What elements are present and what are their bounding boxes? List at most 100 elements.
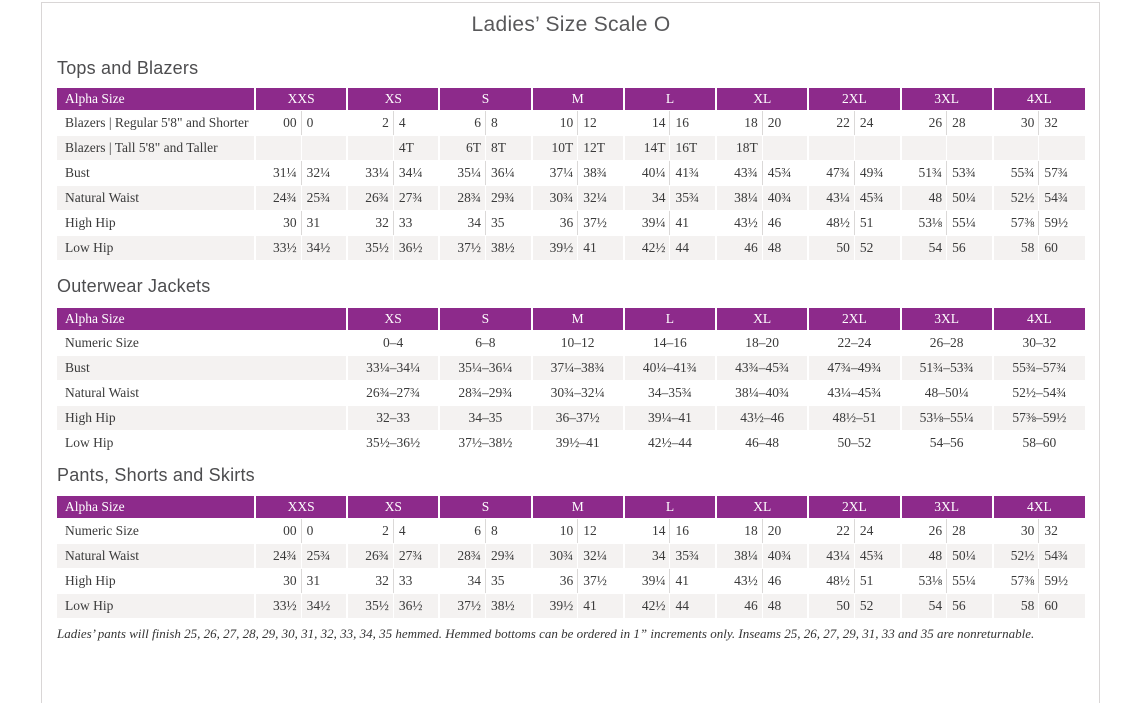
value-cell: 30¾–32¼ — [530, 380, 624, 406]
value-cell: 26 — [899, 110, 947, 136]
value-cell: 33½ — [253, 235, 302, 261]
value-cell: 35½ — [346, 593, 394, 619]
value-cell: 24 — [853, 110, 901, 136]
table-row: High Hip 30 31 32 33 34 35 36 37½ 39¼ 41 43½ 46 48½ 51… — [57, 568, 1085, 594]
row-label: High Hip — [57, 210, 255, 236]
value-cell: 37¼–38¾ — [530, 355, 624, 381]
value-cell: 46 — [715, 235, 763, 261]
value-cell: 34–35 — [438, 405, 532, 431]
row-label: Bust — [57, 355, 347, 381]
value-cell: 32 — [346, 210, 394, 236]
value-cell: 36½ — [392, 593, 440, 619]
value-cell — [300, 135, 348, 161]
value-cell: 37½–38½ — [438, 430, 532, 456]
value-cell: 55¾ — [991, 160, 1039, 186]
value-cell: 53⅛–55¼ — [899, 405, 993, 431]
value-cell: 28¾ — [438, 543, 486, 569]
value-cell: 2 — [346, 518, 394, 544]
value-cell: 34¼ — [392, 160, 440, 186]
value-cell: 48 — [761, 593, 809, 619]
size-column-header-xl: XL — [714, 308, 809, 331]
table-row: Low Hip 35½–36½ 37½–38½ 39½–41 42½–44 46–48 50… — [57, 430, 1085, 456]
value-cell: 48½ — [807, 568, 855, 594]
value-cell: 27¾ — [392, 185, 440, 211]
row-label: Natural Waist — [57, 185, 255, 211]
value-cell: 26 — [899, 518, 947, 544]
value-cell: 16T — [669, 135, 717, 161]
row-label: Natural Waist — [57, 543, 255, 569]
size-chart-document: Ladies’ Size Scale O Tops and Blazers Al… — [57, 0, 1085, 642]
value-cell: 37¼ — [530, 160, 578, 186]
tops-and-blazers-table: Alpha Size XXS XS S M L XL 2XL 3XL 4XL Blazers | R… — [57, 88, 1085, 261]
value-cell: 39¼ — [622, 568, 670, 594]
value-cell: 38½ — [485, 593, 532, 619]
value-cell: 35 — [485, 568, 532, 594]
value-cell: 50¼ — [946, 543, 993, 569]
value-cell: 26¾–27¾ — [345, 380, 440, 406]
value-cell: 39½ — [530, 235, 578, 261]
value-cell: 33¼–34¼ — [345, 355, 440, 381]
value-cell: 58–60 — [991, 430, 1085, 456]
value-cell: 33¼ — [346, 160, 394, 186]
row-label: Numeric Size — [57, 330, 347, 356]
value-cell: 52½ — [991, 543, 1039, 569]
value-cell — [807, 135, 855, 161]
value-cell: 18 — [715, 110, 763, 136]
value-cell: 41 — [669, 568, 717, 594]
value-cell: 32 — [346, 568, 394, 594]
value-cell: 47¾–49¾ — [807, 355, 901, 381]
size-column-header-l: L — [622, 496, 717, 519]
value-cell: 26¾ — [346, 185, 394, 211]
value-cell: 48 — [899, 543, 947, 569]
value-cell: 37½ — [577, 210, 624, 236]
value-cell: 39¼ — [622, 210, 670, 236]
value-cell: 52½–54¾ — [991, 380, 1085, 406]
value-cell: 39½–41 — [530, 430, 624, 456]
value-cell: 30¾ — [530, 543, 578, 569]
value-cell: 38½ — [485, 235, 532, 261]
value-cell: 38¼–40¾ — [714, 380, 809, 406]
value-cell: 40¼–41¾ — [622, 355, 716, 381]
value-cell: 14–16 — [622, 330, 716, 356]
value-cell: 55¼ — [946, 568, 993, 594]
value-cell: 10T — [530, 135, 578, 161]
value-cell: 0–4 — [345, 330, 440, 356]
value-cell: 54¾ — [1038, 543, 1085, 569]
size-column-header-l: L — [622, 88, 717, 111]
value-cell: 00 — [253, 518, 302, 544]
value-cell: 29¾ — [485, 185, 532, 211]
value-cell: 57⅜ — [991, 568, 1039, 594]
value-cell: 4 — [392, 110, 440, 136]
value-cell: 46 — [761, 210, 809, 236]
value-cell: 30–32 — [991, 330, 1085, 356]
value-cell: 55¾–57¾ — [991, 355, 1085, 381]
value-cell: 30 — [253, 210, 302, 236]
value-cell — [253, 135, 302, 161]
size-header-row: Alpha Size XXS XS S M L XL 2XL 3XL 4XL — [57, 496, 1085, 519]
value-cell: 10–12 — [530, 330, 624, 356]
value-cell: 29¾ — [485, 543, 532, 569]
value-cell: 50 — [807, 235, 855, 261]
value-cell: 42½ — [622, 235, 670, 261]
size-column-header-2xl: 2XL — [807, 308, 901, 331]
value-cell: 34½ — [300, 235, 348, 261]
value-cell: 52 — [853, 593, 901, 619]
value-cell — [853, 135, 901, 161]
size-column-header-xs: XS — [346, 496, 440, 519]
value-cell: 10 — [530, 518, 578, 544]
value-cell: 36 — [530, 568, 578, 594]
value-cell: 53⅛ — [899, 210, 947, 236]
size-column-header-3xl: 3XL — [899, 308, 993, 331]
value-cell — [946, 135, 993, 161]
value-cell: 48 — [761, 235, 809, 261]
value-cell: 60 — [1038, 593, 1085, 619]
value-cell: 6T — [438, 135, 486, 161]
size-column-header-m: M — [530, 88, 624, 111]
value-cell: 59½ — [1038, 568, 1085, 594]
size-column-header-s: S — [438, 496, 532, 519]
value-cell: 44 — [669, 593, 717, 619]
value-cell: 35½–36½ — [345, 430, 440, 456]
value-cell: 4T — [392, 135, 440, 161]
size-column-header-xs: XS — [346, 88, 440, 111]
value-cell: 46 — [761, 568, 809, 594]
